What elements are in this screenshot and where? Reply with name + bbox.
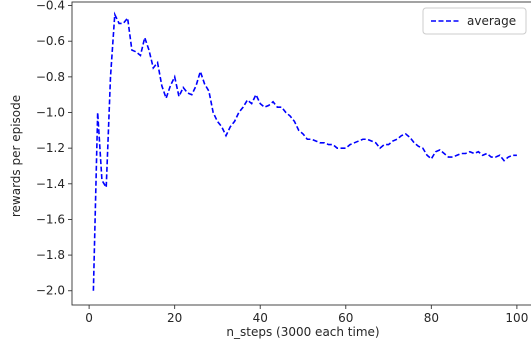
y-axis-label: rewards per episode	[9, 95, 23, 217]
series-line-average	[92, 11, 517, 291]
legend-label: average	[467, 14, 516, 28]
x-tick-label: 20	[167, 311, 182, 325]
x-tick-label: 80	[424, 311, 439, 325]
y-tick-label: −1.2	[36, 141, 65, 155]
y-tick-label: −1.4	[36, 177, 65, 191]
legend: average	[422, 7, 527, 35]
y-axis-ticks: −2.0 −1.8 −1.6 −1.4 −1.2 −1.0 −0.8 −0.6 −0.4	[36, 0, 72, 298]
x-tick-label: 40	[253, 311, 268, 325]
y-tick-label: −0.8	[36, 70, 65, 84]
plot-area	[71, 1, 531, 306]
x-tick-label: 0	[85, 311, 93, 325]
legend-box	[422, 7, 527, 35]
line-chart: 0 20 40 60 80 100 −2.0 −1.8 −1.6 −1.4 −1.2 −1.0 −0.…	[9, 0, 531, 339]
x-axis-label: n_steps (3000 each time)	[226, 325, 379, 339]
y-tick-label: −1.8	[36, 248, 65, 262]
y-tick-label: −2.0	[36, 284, 65, 298]
y-tick-label: −1.6	[36, 212, 65, 226]
x-tick-label: 60	[338, 311, 353, 325]
y-tick-label: −0.4	[36, 0, 65, 13]
plot-frame	[71, 1, 531, 306]
y-tick-label: −1.0	[36, 106, 65, 120]
x-tick-label: 100	[505, 311, 528, 325]
y-tick-label: −0.6	[36, 34, 65, 48]
x-axis-ticks: 0 20 40 60 80 100	[85, 305, 528, 325]
